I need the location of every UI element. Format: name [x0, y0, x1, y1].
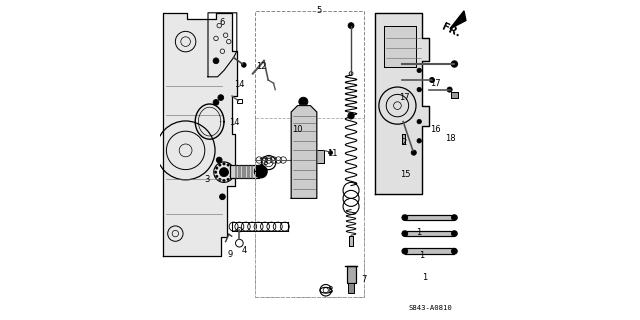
Text: 1: 1 [419, 251, 424, 260]
Bar [349, 236, 353, 246]
Bar [451, 92, 458, 98]
Circle shape [223, 179, 225, 182]
Polygon shape [375, 13, 429, 194]
Circle shape [214, 171, 217, 173]
Text: 1: 1 [422, 273, 428, 282]
Circle shape [213, 100, 219, 105]
Text: 6: 6 [219, 18, 225, 27]
Text: 4: 4 [241, 246, 246, 255]
Polygon shape [163, 13, 237, 256]
Circle shape [402, 215, 408, 220]
Circle shape [216, 175, 218, 178]
Text: 10: 10 [292, 125, 303, 134]
Circle shape [227, 178, 230, 181]
Text: FR.: FR. [440, 22, 462, 39]
Bar [405, 231, 454, 236]
Bar [347, 266, 356, 283]
Circle shape [417, 119, 422, 124]
Circle shape [402, 248, 408, 254]
Circle shape [402, 231, 408, 236]
Circle shape [452, 215, 458, 220]
Bar [402, 134, 406, 144]
Bar [349, 236, 353, 246]
Bar [230, 165, 259, 178]
Text: 12: 12 [257, 62, 267, 71]
Circle shape [219, 164, 221, 166]
Circle shape [231, 171, 234, 173]
Circle shape [216, 167, 218, 169]
Text: 16: 16 [431, 125, 441, 134]
Circle shape [213, 58, 219, 64]
Bar [230, 165, 259, 178]
Bar [405, 215, 454, 220]
Bar [316, 150, 324, 163]
Bar [405, 248, 454, 254]
Text: S843-A0810: S843-A0810 [408, 305, 452, 311]
Circle shape [452, 231, 458, 236]
Circle shape [218, 95, 224, 100]
Circle shape [451, 61, 458, 67]
Circle shape [329, 151, 333, 155]
Text: 18: 18 [445, 134, 456, 143]
Circle shape [348, 113, 355, 119]
Circle shape [447, 87, 452, 92]
Bar [384, 26, 416, 67]
Text: 17: 17 [399, 93, 410, 102]
Text: 14: 14 [234, 80, 244, 89]
Circle shape [220, 194, 225, 200]
Text: 8: 8 [327, 286, 332, 295]
Circle shape [348, 23, 354, 28]
Bar [402, 134, 406, 144]
Circle shape [417, 139, 422, 143]
Circle shape [255, 165, 268, 178]
Text: 9: 9 [227, 250, 232, 259]
Bar [237, 99, 243, 103]
Circle shape [220, 168, 228, 177]
Text: 15: 15 [401, 170, 411, 179]
Bar [384, 26, 416, 67]
Circle shape [216, 157, 222, 163]
Text: 1: 1 [416, 228, 421, 237]
Bar [405, 231, 454, 236]
Text: 11: 11 [327, 149, 337, 158]
Circle shape [299, 97, 308, 106]
Bar [405, 215, 454, 220]
Circle shape [417, 87, 422, 92]
Circle shape [230, 167, 232, 169]
Bar [451, 92, 458, 98]
Circle shape [219, 178, 221, 181]
Bar [316, 150, 324, 163]
Circle shape [230, 175, 232, 178]
Bar [349, 283, 354, 293]
Circle shape [412, 150, 417, 155]
Text: 3: 3 [205, 175, 210, 184]
Circle shape [301, 99, 306, 104]
Bar [347, 266, 356, 283]
Circle shape [452, 248, 458, 254]
Circle shape [227, 164, 230, 166]
Bar [405, 248, 454, 254]
Text: 13: 13 [258, 158, 268, 167]
Circle shape [223, 163, 225, 165]
Circle shape [417, 68, 422, 73]
Polygon shape [291, 106, 317, 198]
Text: 14: 14 [229, 118, 239, 127]
Text: 5: 5 [317, 6, 322, 15]
Circle shape [242, 63, 246, 67]
Bar [255, 118, 364, 297]
Text: 7: 7 [362, 275, 367, 284]
Text: 17: 17 [431, 79, 441, 88]
Text: 2: 2 [401, 138, 406, 147]
Polygon shape [450, 11, 466, 29]
Circle shape [429, 77, 435, 83]
Bar [255, 11, 364, 297]
